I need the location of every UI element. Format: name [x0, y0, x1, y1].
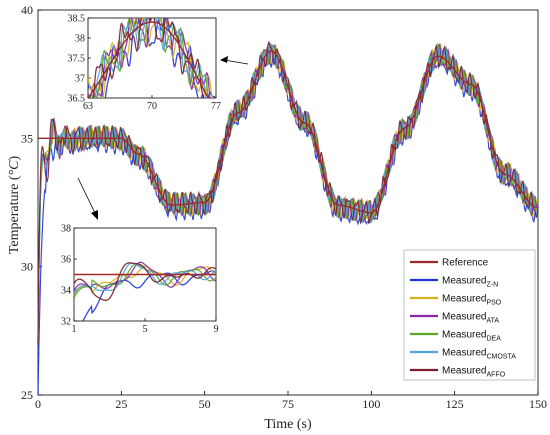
inset-bottom-ticks: 1 5 9 32 34 36 38	[61, 224, 219, 336]
arrow-top	[223, 59, 249, 65]
legend-label-dea: MeasuredDEA	[442, 330, 501, 343]
legend-subscript-dea: DEA	[486, 336, 501, 343]
x-axis-ticks: 0 25 50 75 100 125 150	[35, 391, 547, 411]
inset-x-tick-label: 63	[83, 101, 93, 112]
main-series-lines	[37, 40, 539, 396]
inset-series-line-zn	[82, 270, 216, 321]
x-tick-label: 75	[282, 397, 294, 411]
inset-line-group	[88, 18, 216, 98]
y-tick-label: 40	[21, 3, 33, 17]
arrow-top-head	[220, 56, 228, 63]
legend-subscript-pso: PSO	[486, 300, 501, 307]
legend-label-ref: Reference	[442, 258, 489, 269]
legend-label-zn: MeasuredZ-N	[442, 276, 498, 289]
inset-series-line-affo	[74, 262, 216, 301]
inset-y-tick-label: 36.5	[68, 94, 86, 105]
inset-series-line-ata	[88, 18, 211, 98]
inset-bottom: 1 5 9 32 34 36 38	[61, 224, 219, 336]
y-tick-label: 30	[21, 260, 33, 274]
x-tick-label: 50	[199, 397, 211, 411]
arrow-bottom	[77, 177, 96, 214]
inset-series-line-affo	[92, 18, 211, 98]
inset-y-tick-label: 38	[75, 34, 85, 45]
inset-x-tick-label: 5	[143, 324, 148, 335]
inset-reference-line	[88, 21, 210, 98]
x-tick-label: 0	[35, 397, 41, 411]
inset-bottom-lines	[74, 261, 216, 321]
inset-x-tick-label: 70	[147, 101, 157, 112]
series-line-affo	[37, 40, 539, 344]
legend-subscript-affo: AFFO	[486, 372, 505, 379]
inset-y-tick-label: 38	[61, 224, 71, 235]
legend-subscript-cmosta: CMOSTA	[486, 354, 516, 361]
inset-x-tick-label: 9	[214, 324, 219, 335]
inset-y-tick-label: 38.5	[68, 14, 86, 25]
y-axis-unit: °C	[7, 160, 22, 176]
inset-x-tick-label: 77	[211, 101, 221, 112]
inset-y-tick-label: 37	[75, 74, 85, 85]
inset-y-tick-label: 37.5	[68, 54, 86, 65]
y-axis-label: Temperature (°C)	[7, 156, 22, 255]
series-line-reference	[38, 50, 539, 214]
y-tick-label: 25	[21, 388, 33, 402]
legend: ReferenceMeasuredZ-NMeasuredPSOMeasuredA…	[403, 249, 536, 381]
y-tick-label: 35	[21, 131, 33, 145]
x-tick-label: 150	[529, 397, 547, 411]
inset-top-ticks: 63 70 77 36.5 37 37.5 38 38.5	[68, 14, 222, 113]
legend-label-ata: MeasuredATA	[442, 312, 499, 325]
x-axis-label: Time (s)	[264, 417, 312, 432]
inset-top: 63 70 77 36.5 37 37.5 38 38.5	[68, 14, 222, 113]
x-tick-label: 25	[115, 397, 127, 411]
inset-line-group	[74, 261, 216, 321]
x-tick-label: 100	[362, 397, 380, 411]
arrow-bottom-head	[91, 210, 98, 220]
inset-y-tick-label: 34	[61, 286, 71, 297]
x-tick-label: 125	[446, 397, 464, 411]
legend-subscript-zn: Z-N	[486, 282, 498, 289]
inset-series-line-cmosta	[90, 18, 207, 98]
inset-top-lines	[88, 18, 216, 98]
legend-subscript-ata: ATA	[486, 318, 499, 325]
inset-x-tick-label: 1	[72, 324, 77, 335]
annotation-arrows	[77, 56, 249, 220]
y-axis-ticks: 25 30 35 40	[21, 3, 42, 402]
inset-y-tick-label: 32	[61, 317, 71, 328]
inset-y-tick-label: 36	[61, 255, 71, 266]
